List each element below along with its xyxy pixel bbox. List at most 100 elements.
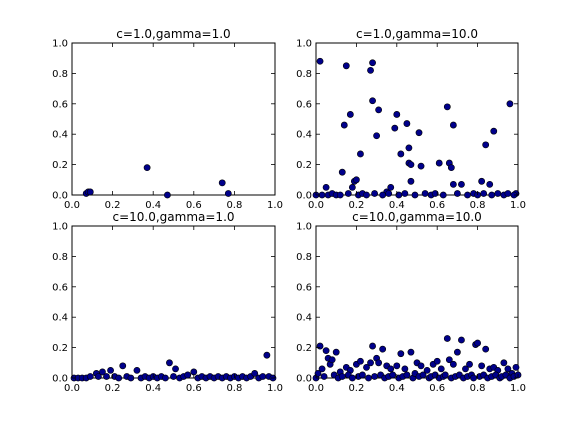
data-point — [403, 120, 411, 127]
data-point — [387, 183, 395, 191]
data-point — [336, 191, 344, 199]
x-tick-label: 0.8 — [226, 383, 242, 394]
y-tick-label: 1.0 — [296, 39, 312, 50]
data-point — [103, 373, 110, 380]
data-point — [143, 164, 151, 172]
data-point — [433, 357, 441, 365]
data-point — [316, 342, 324, 350]
data-point — [332, 348, 340, 356]
y-tick-label: 0.6 — [52, 282, 68, 293]
data-point — [417, 162, 425, 170]
x-tick-label: 1.0 — [267, 383, 283, 394]
data-point — [346, 111, 354, 118]
data-point — [401, 365, 409, 373]
data-point — [482, 141, 490, 149]
x-tick-label: 0.6 — [429, 383, 445, 394]
x-tick-label: 0.4 — [145, 383, 161, 394]
data-point — [470, 374, 477, 382]
x-tick-label: 0.2 — [348, 200, 364, 211]
y-tick-label: 0.2 — [52, 160, 68, 171]
y-tick-label: 0.6 — [296, 99, 312, 110]
y-tick-label: 1.0 — [52, 222, 68, 233]
data-point — [407, 161, 415, 168]
data-point — [490, 127, 498, 135]
data-point — [224, 190, 232, 197]
y-tick-label: 0.4 — [52, 313, 68, 324]
data-point — [411, 191, 419, 199]
y-tick-label: 0.8 — [296, 252, 312, 263]
data-point — [379, 345, 387, 353]
x-tick-label: 0.4 — [389, 200, 405, 211]
data-point — [478, 177, 486, 185]
x-tick-label: 0.0 — [308, 383, 324, 394]
data-point — [439, 191, 447, 199]
data-point — [127, 374, 135, 382]
plot-frame — [315, 42, 519, 196]
y-tick-label: 0.6 — [52, 99, 68, 110]
y-tick-label: 0.2 — [52, 343, 68, 354]
plot-frame — [315, 225, 519, 379]
data-point — [407, 177, 415, 185]
data-point — [259, 373, 267, 380]
data-point — [415, 129, 423, 137]
data-point — [119, 362, 127, 370]
y-tick-label: 0.2 — [296, 343, 312, 354]
data-point — [170, 373, 177, 380]
data-point — [318, 365, 326, 373]
data-point — [367, 359, 374, 367]
y-tick-label: 0.4 — [296, 313, 312, 324]
data-point — [344, 190, 352, 197]
x-tick-label: 0.8 — [226, 200, 242, 211]
data-point — [423, 366, 431, 374]
data-point — [316, 57, 324, 65]
data-point — [478, 362, 486, 370]
data-point — [401, 190, 409, 197]
subplot-title: c=1.0,gamma=10.0 — [356, 27, 478, 41]
data-point — [322, 347, 330, 355]
data-point — [172, 365, 179, 373]
data-point — [494, 190, 502, 197]
data-point — [218, 179, 226, 187]
y-tick-label: 0.2 — [296, 160, 312, 171]
data-point — [375, 106, 383, 114]
data-point — [363, 191, 370, 199]
data-point — [387, 365, 395, 373]
x-tick-label: 0.2 — [105, 383, 121, 394]
data-point — [363, 363, 370, 371]
x-tick-label: 0.0 — [64, 200, 80, 211]
data-point — [348, 183, 356, 191]
data-point — [443, 103, 451, 111]
data-point — [441, 371, 449, 379]
data-point — [480, 190, 488, 197]
data-point — [371, 190, 378, 197]
data-point — [458, 336, 465, 344]
data-point — [462, 365, 469, 373]
y-tick-label: 0.0 — [296, 191, 312, 202]
data-point — [338, 168, 346, 176]
data-point — [445, 356, 453, 364]
x-tick-label: 0.8 — [470, 383, 486, 394]
x-tick-label: 0.6 — [429, 200, 445, 211]
x-tick-label: 0.0 — [308, 200, 324, 211]
data-point — [371, 373, 378, 380]
y-tick-label: 0.8 — [296, 69, 312, 80]
y-tick-label: 0.6 — [296, 282, 312, 293]
x-tick-label: 0.8 — [470, 200, 486, 211]
x-tick-label: 0.2 — [105, 200, 121, 211]
data-point — [488, 191, 496, 199]
data-point — [263, 351, 271, 359]
data-point — [464, 191, 471, 199]
data-point — [340, 121, 348, 129]
data-point — [314, 370, 322, 377]
data-point — [407, 348, 415, 356]
subplot-3: 0.0 0.2 0.4 0.6 0.8 1.0 0.0 0.2 0.4 0.6 0.8 1.0 c=10… — [52, 210, 283, 394]
data-point — [251, 370, 259, 377]
subplot-4: 0.0 0.2 0.4 0.6 0.8 1.0 0.0 0.2 0.4 0.6 0.8 1.0 c=10… — [296, 210, 526, 394]
subplot-1: 0.0 0.2 0.4 0.6 0.8 1.0 0.0 0.2 0.4 0.6 0.8 1.0 c=1.… — [52, 27, 283, 211]
data-point — [419, 371, 427, 379]
data-point — [435, 159, 443, 167]
x-tick-label: 0.4 — [145, 200, 161, 211]
data-point — [375, 359, 383, 367]
data-point — [328, 356, 336, 364]
